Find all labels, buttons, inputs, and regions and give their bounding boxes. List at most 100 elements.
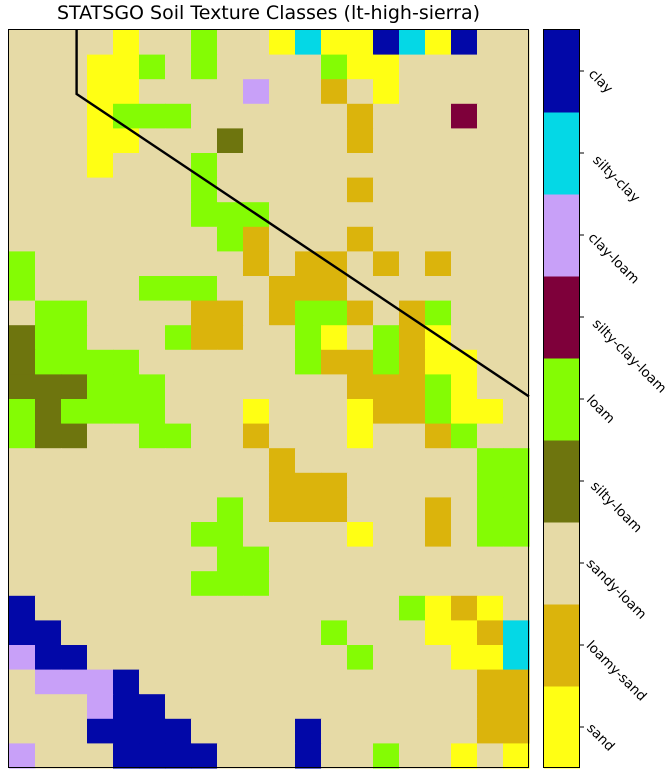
grid-cell-sandy-loam bbox=[165, 202, 192, 228]
grid-cell-sandy-loam bbox=[373, 448, 400, 474]
grid-cell-sandy-loam bbox=[139, 349, 166, 375]
colorbar-label-sand: sand bbox=[583, 720, 617, 754]
grid-cell-sandy-loam bbox=[243, 54, 270, 80]
grid-cell-clay bbox=[165, 718, 192, 744]
grid-cell-loamy-sand bbox=[321, 276, 348, 302]
grid-cell-sandy-loam bbox=[451, 448, 478, 474]
grid-cell-sandy-loam bbox=[477, 743, 504, 769]
grid-cell-sandy-loam bbox=[165, 251, 192, 277]
grid-cell-sandy-loam bbox=[35, 546, 62, 572]
grid-cell-sandy-loam bbox=[269, 54, 296, 80]
grid-cell-loam bbox=[321, 54, 348, 80]
colorbar-swatch-clay bbox=[544, 30, 580, 113]
grid-cell-sandy-loam bbox=[139, 153, 166, 179]
grid-cell-sandy-loam bbox=[87, 325, 114, 351]
grid-cell-sandy-loam bbox=[217, 399, 244, 425]
grid-cell-sandy-loam bbox=[451, 79, 478, 105]
grid-cell-sandy-loam bbox=[503, 325, 530, 351]
grid-cell-sandy-loam bbox=[477, 54, 504, 80]
grid-cell-sand bbox=[503, 743, 530, 769]
grid-cell-sandy-loam bbox=[217, 276, 244, 302]
grid-cell-loam bbox=[373, 325, 400, 351]
grid-cell-sandy-loam bbox=[35, 251, 62, 277]
grid-cell-sandy-loam bbox=[35, 276, 62, 302]
grid-cell-loam bbox=[425, 374, 452, 400]
grid-cell-clay bbox=[113, 669, 140, 695]
grid-cell-silty-loam bbox=[9, 325, 36, 351]
grid-cell-sandy-loam bbox=[217, 472, 244, 498]
grid-cell-sandy-loam bbox=[243, 325, 270, 351]
colorbar-swatch-sand bbox=[544, 686, 580, 769]
grid-cell-sandy-loam bbox=[295, 645, 322, 671]
grid-cell-sandy-loam bbox=[425, 571, 452, 597]
grid-cell-sandy-loam bbox=[139, 595, 166, 621]
grid-cell-sandy-loam bbox=[9, 497, 36, 523]
grid-cell-loam bbox=[425, 399, 452, 425]
grid-cell-sandy-loam bbox=[139, 251, 166, 277]
grid-cell-sandy-loam bbox=[9, 79, 36, 105]
grid-cell-silty-loam bbox=[9, 374, 36, 400]
grid-cell-loam bbox=[503, 448, 530, 474]
grid-cell-silty-loam bbox=[61, 423, 88, 449]
grid-cell-sandy-loam bbox=[399, 276, 426, 302]
grid-cell-sandy-loam bbox=[113, 522, 140, 548]
colorbar-labels: sandloamy-sandsandy-loamsilty-loamloamsi… bbox=[580, 66, 668, 755]
grid-cell-sandy-loam bbox=[295, 522, 322, 548]
grid-cell-sandy-loam bbox=[165, 226, 192, 252]
grid-cell-clay bbox=[61, 645, 88, 671]
grid-cell-sandy-loam bbox=[399, 54, 426, 80]
grid-cell-loam bbox=[191, 202, 218, 228]
grid-cell-sandy-loam bbox=[61, 546, 88, 572]
grid-cell-sandy-loam bbox=[139, 522, 166, 548]
grid-cell-sandy-loam bbox=[87, 472, 114, 498]
grid-cell-sandy-loam bbox=[191, 423, 218, 449]
grid-cell-sandy-loam bbox=[61, 571, 88, 597]
grid-cell-loamy-sand bbox=[503, 669, 530, 695]
grid-cell-sand bbox=[451, 743, 478, 769]
colorbar-swatch-silty-loam bbox=[544, 440, 580, 523]
grid-cell-sand bbox=[477, 595, 504, 621]
grid-cell-sandy-loam bbox=[9, 448, 36, 474]
grid-cell-sandy-loam bbox=[425, 669, 452, 695]
grid-cell-sandy-loam bbox=[191, 546, 218, 572]
grid-cell-clay bbox=[295, 718, 322, 744]
colorbar-label-sandy-loam: sandy-loam bbox=[583, 556, 650, 623]
grid-cell-sandy-loam bbox=[503, 571, 530, 597]
grid-cell-sandy-loam bbox=[477, 276, 504, 302]
grid-cell-sandy-loam bbox=[373, 472, 400, 498]
grid-cell-loamy-sand bbox=[373, 399, 400, 425]
grid-cell-sand bbox=[425, 30, 452, 56]
grid-cell-sand bbox=[451, 374, 478, 400]
grid-cell-sandy-loam bbox=[477, 226, 504, 252]
grid-cell-sandy-loam bbox=[321, 153, 348, 179]
grid-cell-clay bbox=[113, 694, 140, 720]
grid-cell-sandy-loam bbox=[87, 202, 114, 228]
grid-cell-sandy-loam bbox=[191, 349, 218, 375]
grid-cell-sandy-loam bbox=[61, 694, 88, 720]
grid-cell-sandy-loam bbox=[451, 718, 478, 744]
grid-cell-sandy-loam bbox=[425, 694, 452, 720]
grid-cell-sandy-loam bbox=[373, 103, 400, 129]
grid-cell-sandy-loam bbox=[425, 202, 452, 228]
grid-cell-loam bbox=[295, 325, 322, 351]
grid-cell-sandy-loam bbox=[35, 448, 62, 474]
grid-cell-sandy-loam bbox=[477, 202, 504, 228]
grid-cell-sandy-loam bbox=[451, 54, 478, 80]
colorbar-label-silty-clay-loam: silty-clay-loam bbox=[589, 316, 668, 397]
grid-cell-sandy-loam bbox=[321, 546, 348, 572]
grid-cell-sand bbox=[477, 399, 504, 425]
grid-cell-sandy-loam bbox=[295, 694, 322, 720]
grid-cell-loamy-sand bbox=[373, 251, 400, 277]
grid-cell-sandy-loam bbox=[243, 645, 270, 671]
grid-cell-sandy-loam bbox=[399, 571, 426, 597]
grid-cell-sandy-loam bbox=[451, 177, 478, 203]
grid-cell-sandy-loam bbox=[269, 546, 296, 572]
grid-cell-loamy-sand bbox=[321, 79, 348, 105]
grid-cell-sand bbox=[347, 399, 374, 425]
grid-cell-loamy-sand bbox=[425, 497, 452, 523]
grid-cell-sandy-loam bbox=[503, 595, 530, 621]
grid-cell-sandy-loam bbox=[425, 153, 452, 179]
grid-cell-sand bbox=[451, 645, 478, 671]
grid-cell-loam bbox=[191, 177, 218, 203]
grid-cell-sand bbox=[113, 79, 140, 105]
